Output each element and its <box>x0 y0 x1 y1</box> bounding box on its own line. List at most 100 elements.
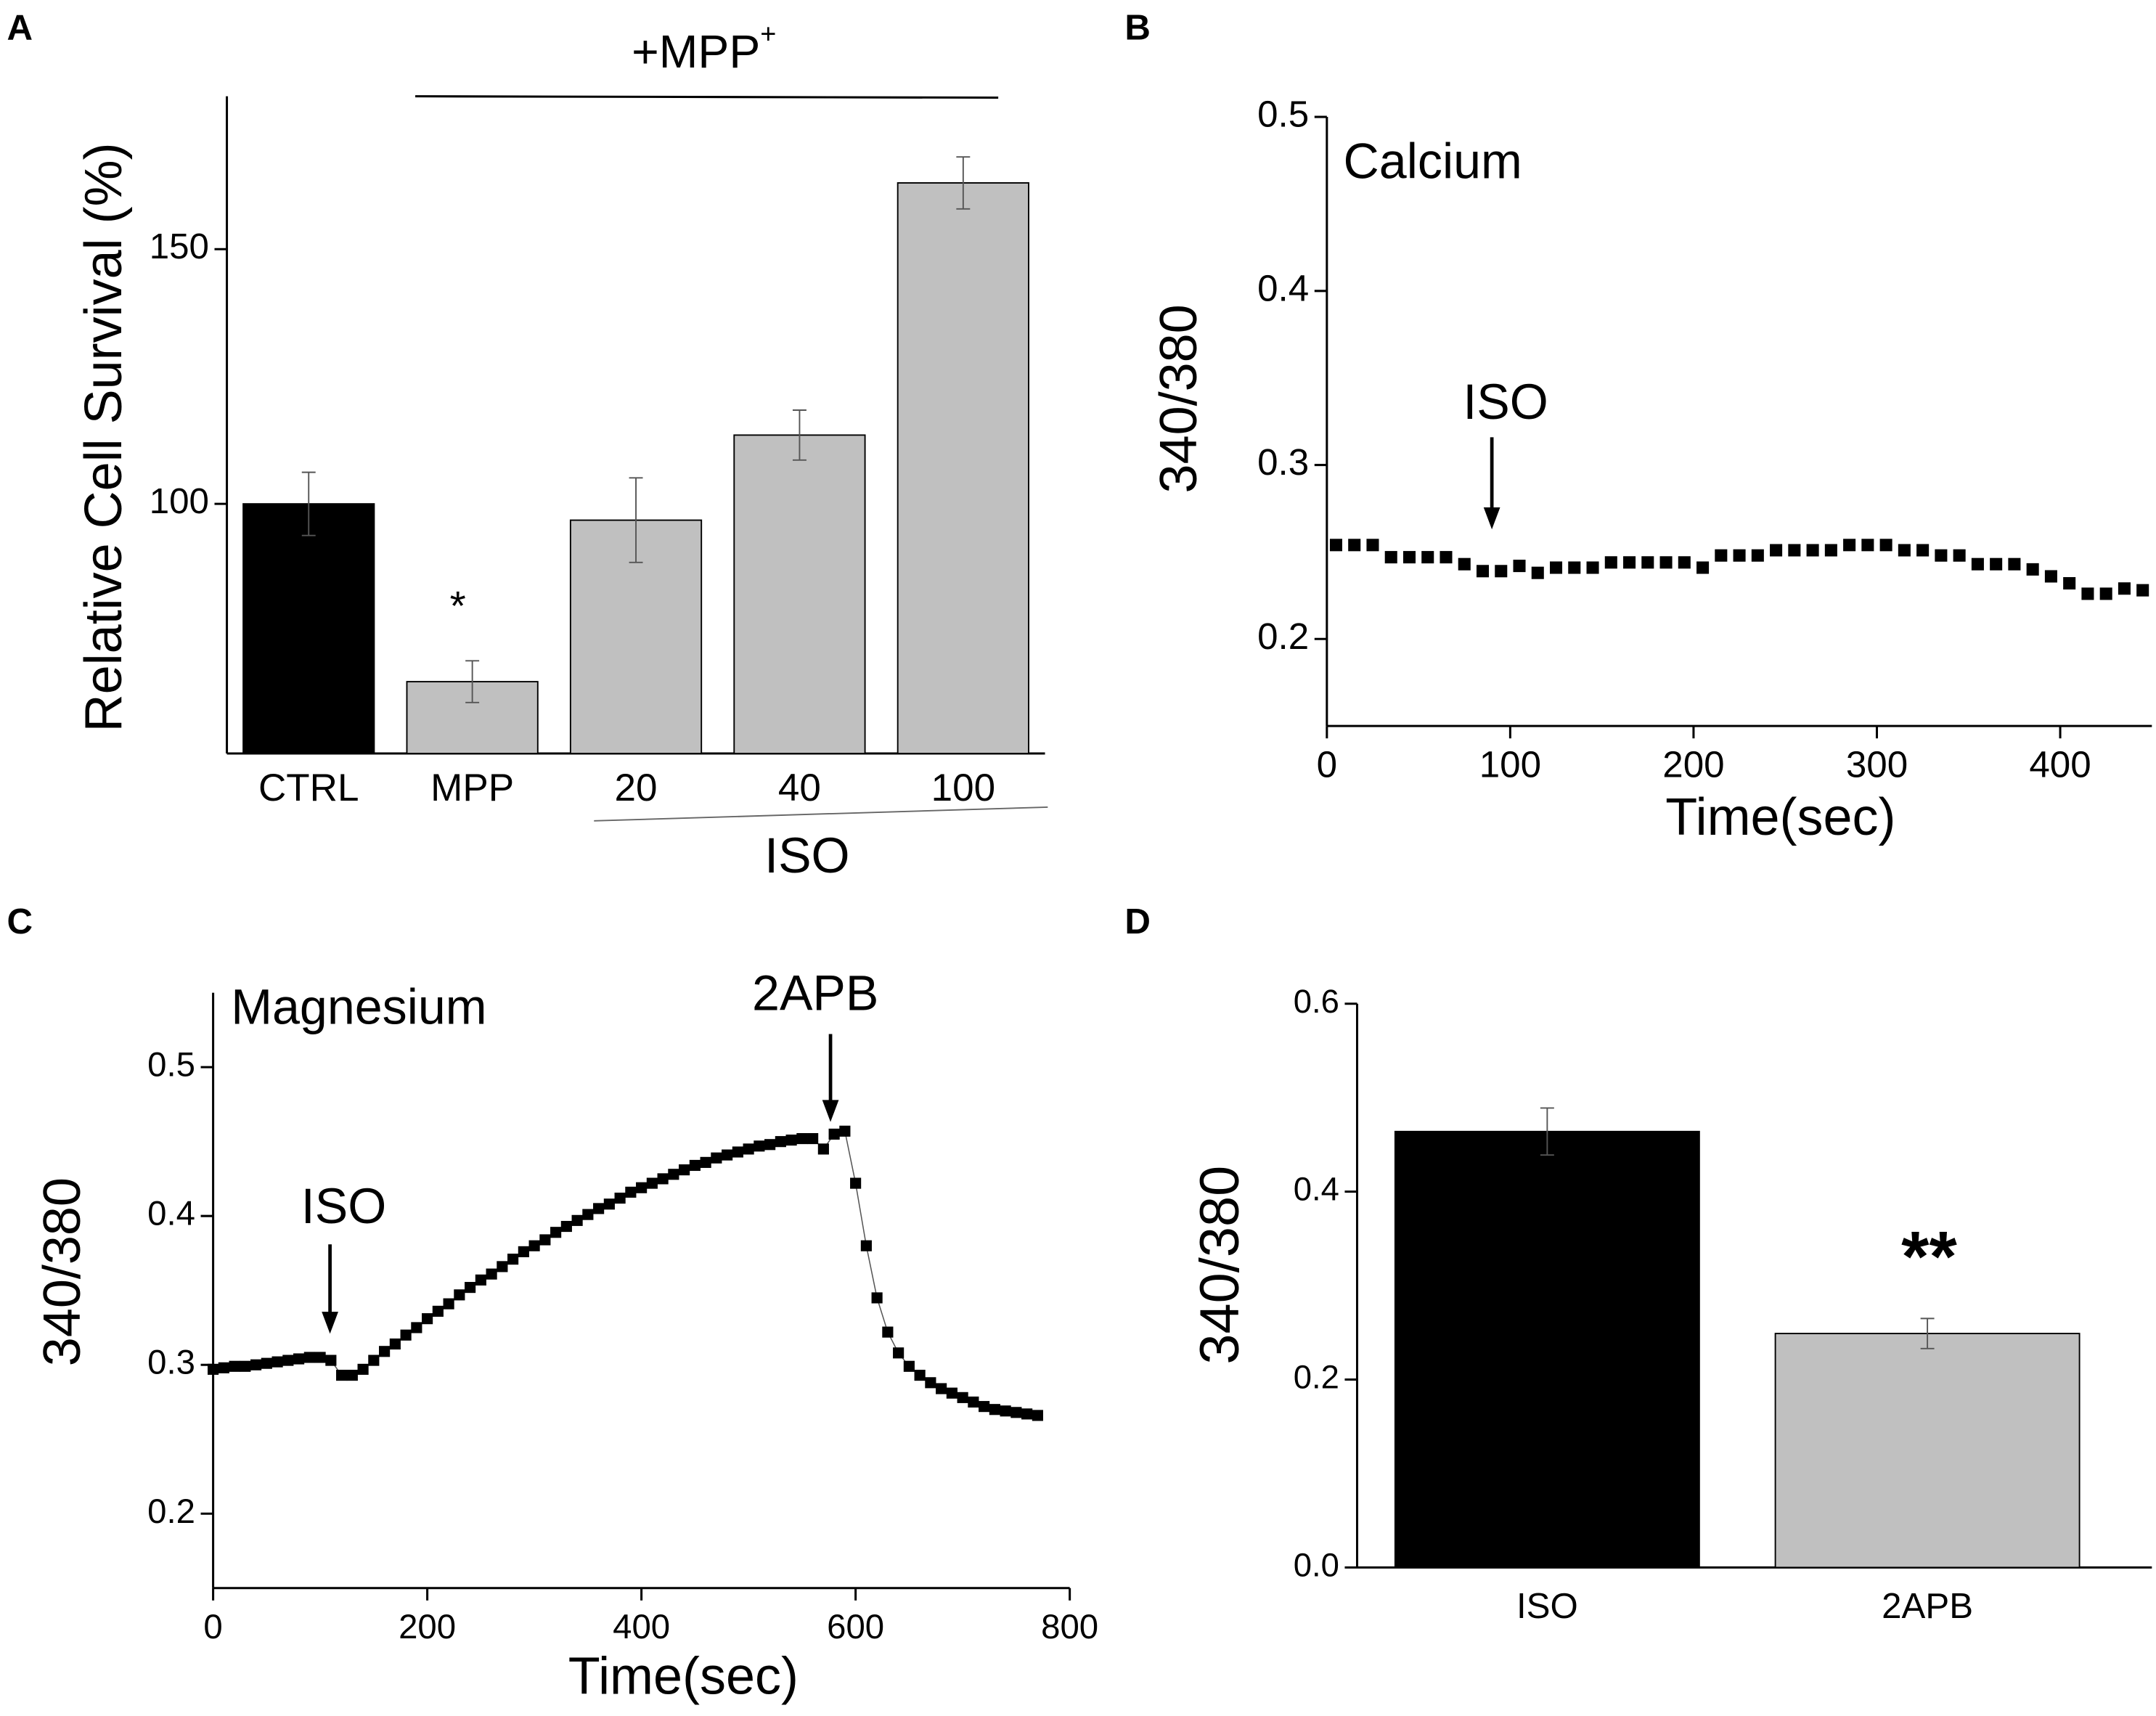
marker <box>1696 561 1710 574</box>
marker <box>1824 544 1837 557</box>
marker <box>475 1274 486 1286</box>
marker <box>582 1209 594 1220</box>
marker <box>593 1203 605 1214</box>
x-tick-label: 200 <box>1662 744 1724 785</box>
marker <box>2008 557 2021 571</box>
bracket-sup: + <box>760 19 776 49</box>
marker <box>614 1193 626 1204</box>
marker <box>486 1268 497 1280</box>
marker <box>743 1143 754 1155</box>
marker <box>1495 565 1508 578</box>
marker <box>1733 549 1746 562</box>
marker <box>357 1363 369 1375</box>
marker <box>1806 544 1819 557</box>
marker <box>936 1383 947 1394</box>
panel-letter: B <box>1124 8 1151 48</box>
y-tick-label: 0.4 <box>147 1195 195 1233</box>
marker <box>240 1360 251 1372</box>
marker <box>560 1220 572 1233</box>
marker <box>1659 556 1673 569</box>
group-label: ISO <box>764 828 849 883</box>
marker <box>1604 556 1617 569</box>
marker <box>754 1140 765 1152</box>
x-tick-label: ISO <box>1516 1586 1578 1626</box>
marker <box>1715 549 1728 562</box>
bracket-line <box>415 95 999 99</box>
marker <box>282 1355 294 1366</box>
marker <box>325 1355 337 1366</box>
marker <box>850 1177 862 1189</box>
marker <box>571 1214 583 1226</box>
marker <box>968 1396 979 1408</box>
x-tick-label: 0 <box>203 1608 222 1646</box>
marker <box>400 1329 412 1341</box>
y-axis-label: 340/380 <box>1150 304 1208 493</box>
marker <box>1916 544 1930 557</box>
marker <box>807 1132 819 1145</box>
marker <box>1751 549 1764 562</box>
bar <box>242 503 375 754</box>
marker <box>2136 584 2149 597</box>
marker <box>764 1139 776 1151</box>
panel-title: Calcium <box>1344 134 1522 189</box>
marker <box>346 1370 358 1381</box>
arrow-head <box>322 1312 338 1334</box>
marker <box>208 1363 219 1375</box>
marker <box>1531 566 1544 579</box>
marker <box>603 1198 615 1210</box>
marker <box>2026 563 2039 576</box>
marker <box>1000 1405 1011 1417</box>
marker <box>1861 539 1874 552</box>
y-tick-label: 0.3 <box>1257 441 1309 483</box>
y-tick-label: 0.4 <box>1257 267 1309 309</box>
x-tick-label: 2APB <box>1882 1586 1973 1626</box>
marker <box>839 1125 851 1137</box>
significance: * <box>450 584 466 629</box>
marker <box>946 1387 957 1399</box>
marker <box>518 1246 529 1257</box>
marker <box>261 1357 272 1369</box>
marker <box>871 1292 883 1304</box>
marker <box>1021 1408 1033 1420</box>
marker <box>796 1132 808 1145</box>
panel-letter: D <box>1124 902 1151 941</box>
x-tick-label: 20 <box>615 767 658 809</box>
bar <box>733 434 866 754</box>
bracket-text: +MPP <box>632 25 760 78</box>
marker <box>218 1362 229 1373</box>
marker <box>293 1353 305 1365</box>
x-tick-label: 800 <box>1041 1608 1098 1646</box>
marker <box>1788 544 1801 557</box>
marker <box>700 1156 711 1168</box>
y-axis-label: 340/380 <box>1189 1166 1251 1365</box>
marker <box>636 1182 648 1193</box>
marker <box>368 1355 380 1366</box>
marker <box>1458 557 1471 571</box>
significance: ** <box>1901 1217 1957 1296</box>
panel-letter: C <box>7 902 33 941</box>
annotation: ISO <box>1463 375 1548 430</box>
marker <box>893 1347 905 1359</box>
marker <box>271 1356 283 1368</box>
marker <box>657 1173 669 1185</box>
y-tick-label: 150 <box>150 226 209 266</box>
marker <box>1879 539 1892 552</box>
marker <box>1898 544 1911 557</box>
x-tick-label: MPP <box>430 767 514 809</box>
marker <box>625 1186 637 1198</box>
marker <box>1568 561 1581 574</box>
x-axis-label: Time(sec) <box>568 1648 799 1706</box>
marker <box>1623 556 1636 569</box>
marker <box>497 1261 508 1272</box>
bar <box>1774 1333 2081 1569</box>
marker <box>229 1360 240 1372</box>
marker <box>1843 539 1856 552</box>
marker <box>689 1159 701 1172</box>
marker <box>250 1359 262 1370</box>
marker <box>1953 549 1966 562</box>
x-tick-label: 200 <box>399 1608 456 1646</box>
group-line <box>594 806 1048 822</box>
y-tick-label: 0.0 <box>1294 1546 1339 1583</box>
marker <box>411 1322 422 1333</box>
